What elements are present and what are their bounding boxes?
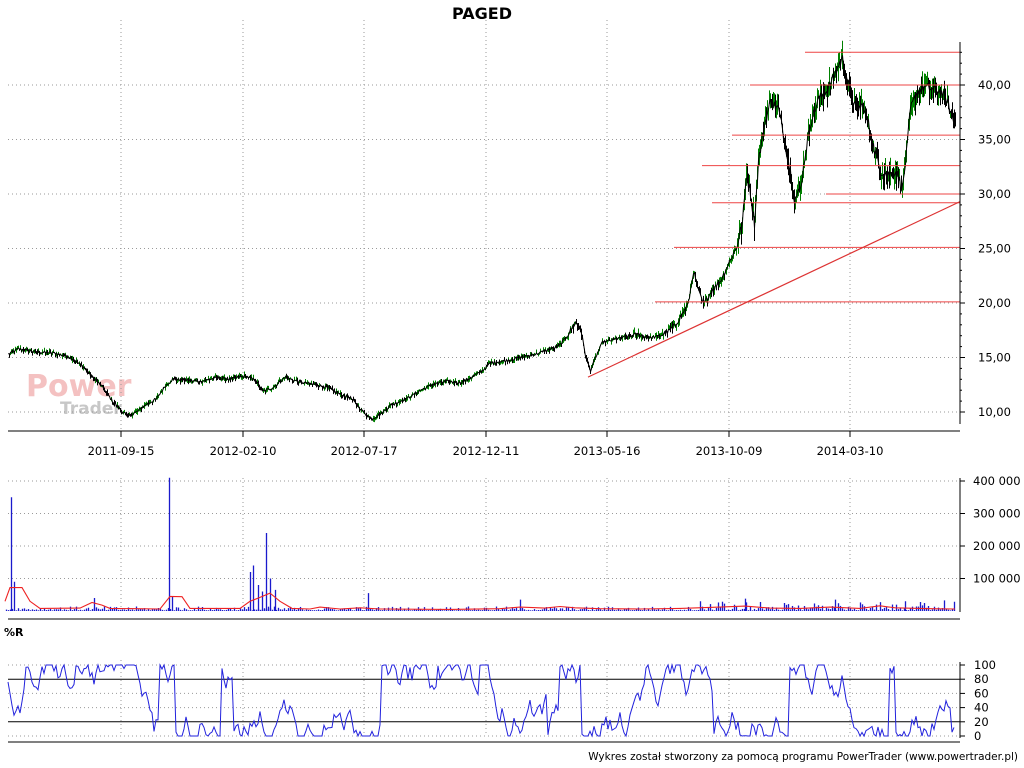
price-tick-label: 30,00	[978, 187, 1011, 201]
wr-tick-label: 20	[974, 715, 989, 729]
volume-moving-average	[4, 587, 956, 610]
watermark-line1: Power	[26, 369, 132, 404]
powertrader-watermark: Power Trader	[26, 369, 132, 419]
volume-tick-label: 400 000	[973, 474, 1021, 488]
price-close-line	[8, 55, 956, 420]
chart-title: PAGED	[452, 4, 512, 23]
watermark-line2: Trader	[60, 399, 122, 419]
date-tick-label: 2011-09-15	[88, 444, 155, 458]
grid-lines	[8, 20, 960, 737]
volume-axis: 100 000 200 000 300 000 400 000	[8, 474, 1021, 620]
wr-tick-label: 60	[974, 686, 989, 700]
date-tick-label: 2013-05-16	[574, 444, 641, 458]
volume-tick-label: 300 000	[973, 507, 1021, 521]
wr-tick-label: 100	[974, 658, 996, 672]
date-tick-label: 2013-10-09	[696, 444, 763, 458]
wr-tick-label: 40	[974, 701, 989, 715]
trend-line	[587, 201, 961, 378]
price-tick-label: 40,00	[978, 78, 1011, 92]
volume-panel	[4, 477, 956, 611]
footer-credit: Wykres został stworzony za pomocą progra…	[588, 751, 1018, 763]
volume-tick-label: 200 000	[973, 539, 1021, 553]
date-tick-label: 2012-02-10	[210, 444, 277, 458]
williams-r-line	[7, 663, 955, 738]
date-tick-label: 2014-03-10	[817, 444, 884, 458]
date-tick-label: 2012-12-11	[453, 444, 520, 458]
wr-tick-label: 80	[974, 672, 989, 686]
indicator-label: %R	[4, 626, 24, 639]
wr-tick-label: 0	[974, 729, 981, 743]
date-tick-label: 2012-07-17	[331, 444, 398, 458]
volume-tick-label: 100 000	[973, 572, 1021, 586]
price-tick-label: 35,00	[978, 133, 1011, 147]
williams-r-panel	[7, 663, 960, 738]
volume-bars	[5, 477, 956, 611]
price-tick-label: 20,00	[978, 296, 1011, 310]
price-tick-label: 15,00	[978, 351, 1011, 365]
price-hl-bars	[8, 40, 956, 423]
price-axis: 10,00 15,00 20,00 25,00 30,00 35,00 40,00	[959, 42, 1011, 424]
price-panel	[8, 40, 961, 423]
price-tick-label: 25,00	[978, 242, 1011, 256]
price-tick-label: 10,00	[978, 405, 1011, 419]
date-axis: 2011-09-15 2012-02-10 2012-07-17 2012-12-11…	[8, 430, 960, 458]
